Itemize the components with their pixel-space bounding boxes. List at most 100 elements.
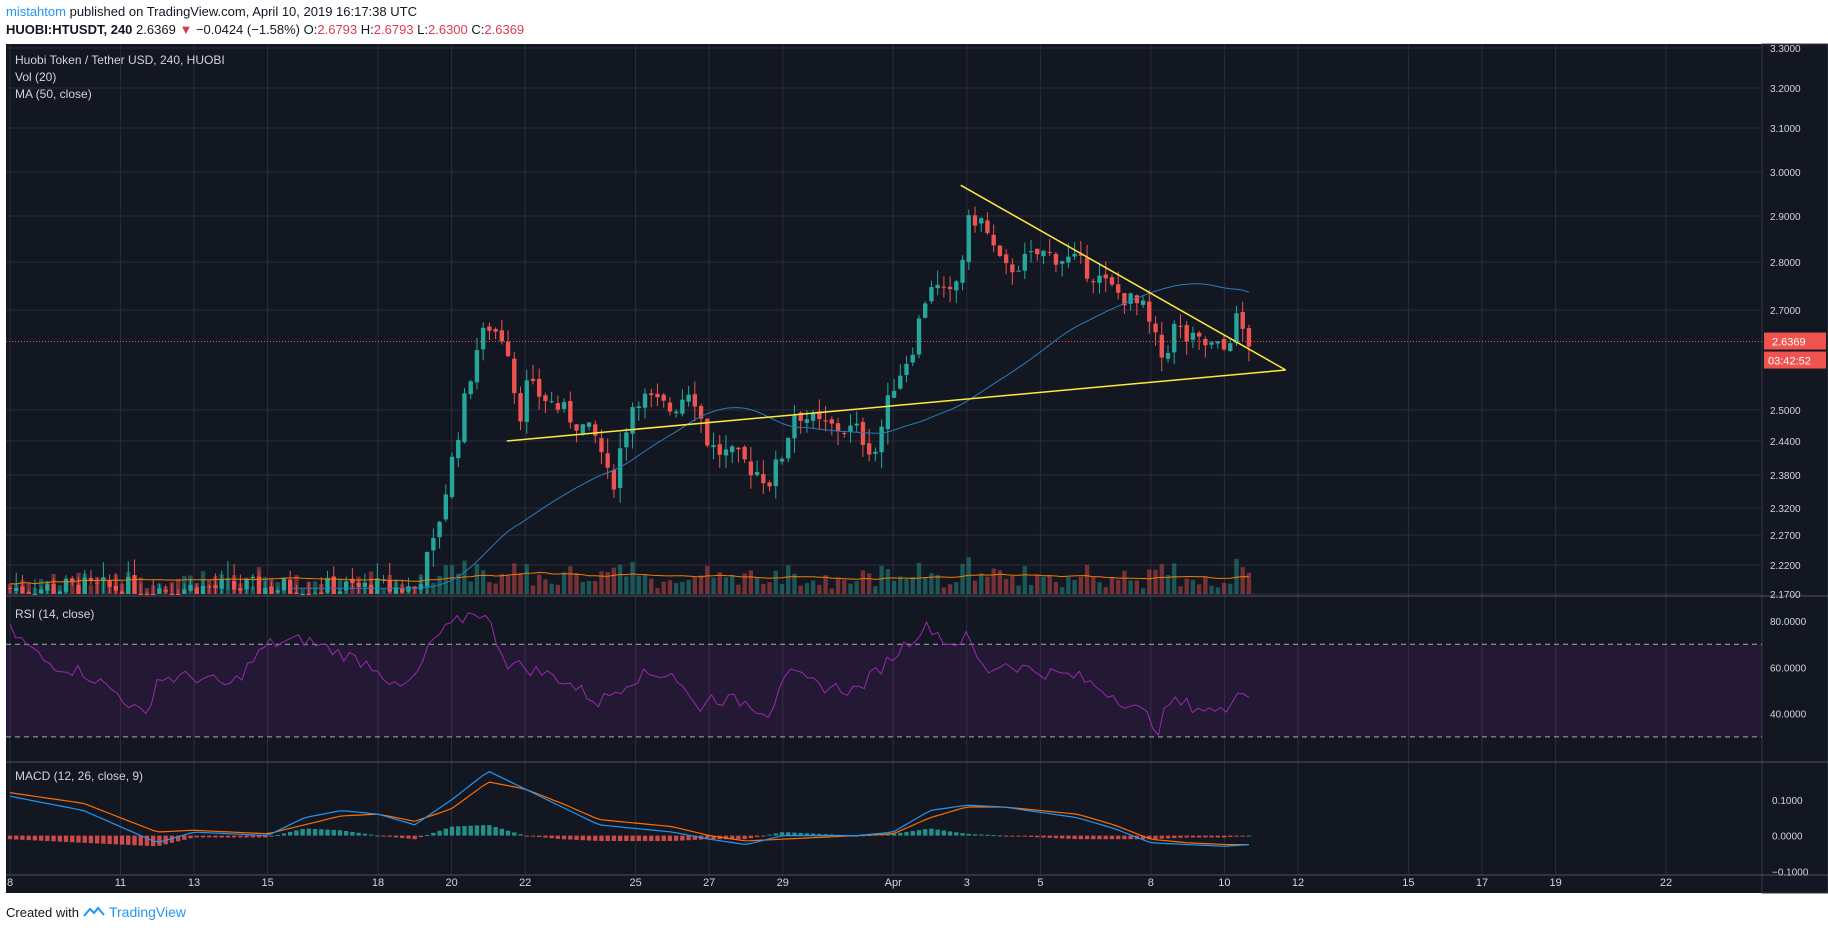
macd-hist-bar: [263, 835, 268, 838]
macd-hist-bar: [1028, 835, 1034, 837]
price-tick-label: 2.8000: [1770, 258, 1801, 269]
volume-bar: [126, 571, 131, 594]
candle: [1234, 313, 1239, 344]
x-tick-label: 20: [445, 877, 457, 889]
rsi-tick-label: 60.0000: [1770, 663, 1807, 674]
macd-hist-bar: [418, 835, 424, 838]
candle: [985, 220, 990, 234]
macd-hist-bar: [194, 835, 199, 838]
candle: [406, 586, 411, 592]
price-tick-label: 2.2200: [1770, 561, 1801, 572]
candle: [1109, 277, 1115, 285]
volume-bar: [393, 580, 399, 594]
volume-bar: [723, 577, 729, 594]
price-change: −0.0424 (−1.58%): [195, 22, 301, 37]
candle: [586, 422, 592, 427]
volume-bar: [742, 573, 747, 594]
high-value: 2.6793: [373, 22, 414, 37]
volume-bar: [1140, 588, 1146, 594]
volume-bar: [1028, 584, 1034, 594]
volume-bar: [76, 572, 81, 594]
volume-bar: [537, 574, 542, 594]
volume-bar: [20, 580, 25, 594]
volume-bar: [14, 584, 19, 594]
volume-bar: [817, 584, 822, 594]
volume-bar: [972, 580, 978, 594]
macd-hist-bar: [518, 834, 523, 836]
macd-hist-bar: [549, 835, 554, 839]
candle: [57, 591, 62, 594]
macd-hist-bar: [107, 835, 112, 845]
volume-bar: [1091, 577, 1096, 594]
macd-hist-bar: [63, 835, 69, 842]
volume-bar: [238, 583, 243, 594]
volume-bar: [26, 582, 31, 594]
volume-bar: [1035, 574, 1040, 594]
candle: [804, 419, 810, 423]
candle: [1172, 323, 1177, 353]
candle: [916, 318, 922, 355]
candle: [144, 594, 150, 595]
volume-bar: [400, 584, 405, 594]
x-tick-label: 17: [1476, 877, 1488, 889]
macd-hist-bar: [904, 831, 909, 836]
candle: [568, 401, 573, 423]
macd-hist-bar: [574, 835, 579, 840]
volume-bar: [182, 575, 187, 594]
candle: [1010, 264, 1015, 273]
candle: [424, 551, 430, 587]
created-with-label: Created with: [6, 904, 79, 920]
macd-hist-bar: [350, 831, 355, 836]
macd-hist-bar: [1159, 835, 1164, 839]
volume-bar: [649, 578, 654, 594]
candle: [94, 582, 100, 584]
candle: [730, 446, 735, 453]
candle: [593, 424, 598, 436]
price-tick-label: 3.3000: [1770, 44, 1801, 55]
volume-bar: [786, 565, 791, 594]
candle: [238, 588, 243, 591]
macd-hist-bar: [711, 835, 716, 840]
volume-bar: [1221, 582, 1227, 594]
macd-hist-bar: [823, 834, 828, 836]
candle: [1035, 248, 1040, 255]
macd-hist-bar: [113, 835, 119, 845]
volume-bar: [835, 577, 841, 594]
candle: [493, 328, 498, 332]
volume-bar: [923, 577, 928, 594]
volume-bar: [132, 579, 137, 594]
candle: [1066, 256, 1071, 263]
volume-bar: [873, 586, 878, 594]
volume-bar: [256, 567, 262, 594]
volume-bar: [804, 582, 810, 594]
macd-hist-bar: [306, 828, 312, 836]
price-tick-label: 2.7000: [1770, 306, 1801, 317]
volume-bar: [692, 577, 698, 594]
macd-hist-bar: [499, 828, 505, 836]
volume-bar: [898, 576, 903, 594]
volume-bar: [1234, 558, 1239, 594]
macd-hist-bar: [7, 835, 13, 840]
tradingview-brand-link[interactable]: TradingView: [108, 904, 187, 920]
volume-bar: [593, 581, 598, 594]
candle: [891, 390, 897, 398]
candle: [810, 412, 816, 421]
candle: [929, 287, 934, 302]
candle: [1196, 332, 1202, 337]
low-value: 2.6300: [428, 22, 468, 37]
macd-hist-bar: [742, 835, 747, 840]
candle: [979, 218, 984, 224]
macd-hist-bar: [443, 828, 448, 836]
candle: [673, 411, 679, 414]
volume-bar: [325, 578, 330, 594]
macd-hist-bar: [126, 835, 131, 845]
author-link[interactable]: mistahtom: [6, 4, 66, 19]
candle: [611, 469, 617, 490]
x-tick-label: 29: [777, 877, 789, 889]
candle: [580, 424, 585, 434]
volume-bar: [611, 567, 617, 594]
macd-hist-bar: [256, 835, 262, 838]
candle: [188, 584, 193, 591]
candle: [163, 589, 168, 592]
